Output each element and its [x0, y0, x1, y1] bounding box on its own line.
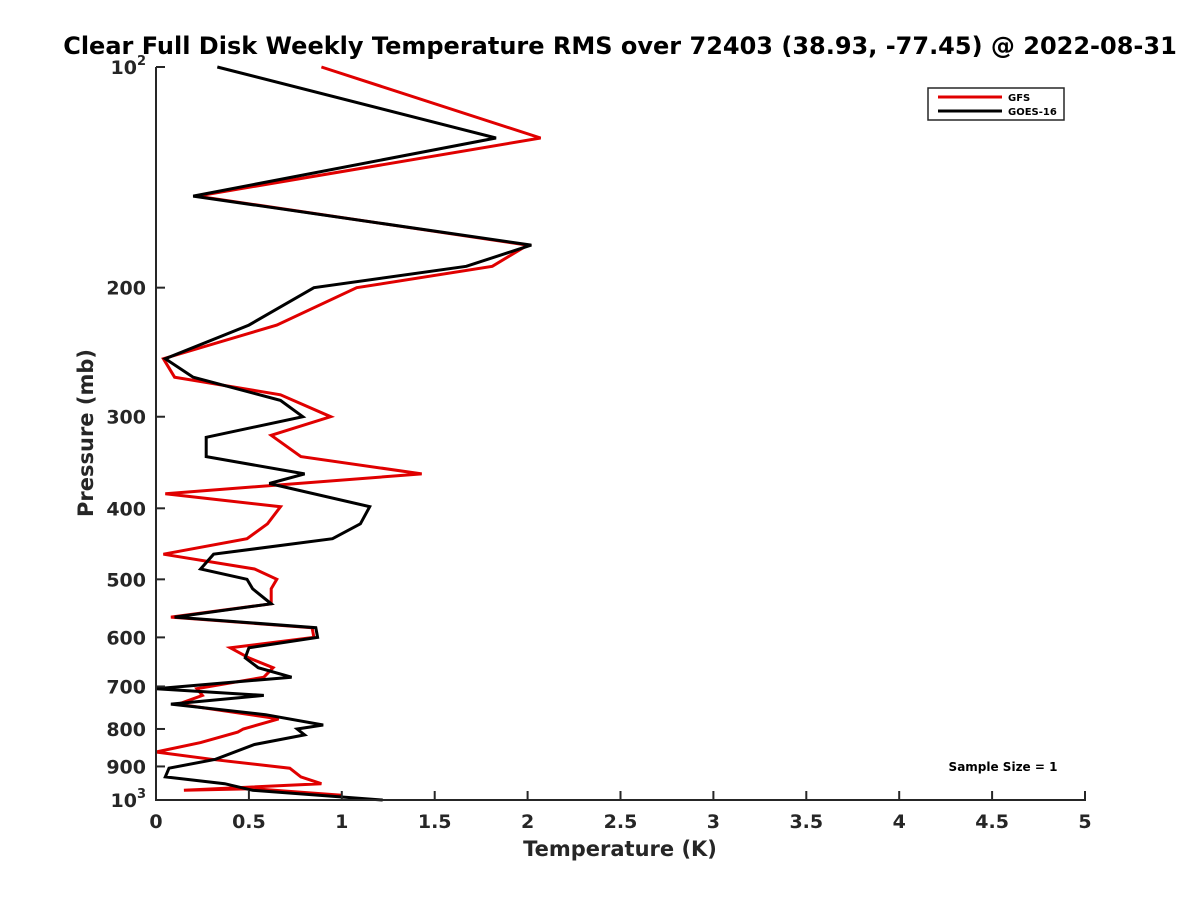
y-tick-label: 103	[111, 787, 147, 812]
y-axis-ticks: 102 200 300 400 500 600 700 800 900 103	[106, 54, 165, 812]
x-tick-label: 4.5	[975, 811, 1009, 833]
plot-lines	[155, 65, 542, 802]
x-tick-label: 3.5	[789, 811, 823, 833]
y-tick-label: 102	[111, 54, 147, 79]
legend-label: GOES-16	[1008, 107, 1057, 118]
y-tick-label: 400	[106, 498, 146, 520]
x-tick-label: 2	[521, 811, 534, 833]
x-tick-label: 0	[149, 811, 162, 833]
legend-box	[927, 87, 1065, 121]
y-tick-label: 300	[106, 407, 146, 429]
x-axis-ticks: 0 0.5 1 1.5 2 2.5 3 3.5 4 4.5 5	[149, 791, 1092, 833]
y-tick-label: 700	[106, 676, 146, 698]
legend-label: GFS	[1008, 93, 1030, 104]
y-axis-label: Pressure (mb)	[74, 349, 98, 517]
x-tick-label: 5	[1078, 811, 1091, 833]
x-tick-label: 2.5	[604, 811, 638, 833]
y-tick-label: 900	[106, 756, 146, 778]
x-tick-label: 1	[335, 811, 348, 833]
legend: GFS GOES-16	[927, 87, 1065, 121]
chart-title: Clear Full Disk Weekly Temperature RMS o…	[63, 32, 1177, 60]
x-tick-label: 0.5	[232, 811, 266, 833]
x-tick-label: 4	[893, 811, 906, 833]
y-tick-label: 500	[106, 569, 146, 591]
series-line-goes-16	[155, 65, 532, 802]
y-tick-label: 800	[106, 719, 146, 741]
y-tick-label: 600	[106, 627, 146, 649]
x-tick-label: 3	[707, 811, 720, 833]
y-tick-label: 200	[106, 278, 146, 300]
x-tick-label: 1.5	[418, 811, 452, 833]
sample-size-annotation: Sample Size = 1	[949, 760, 1058, 774]
x-axis-label: Temperature (K)	[523, 837, 717, 861]
